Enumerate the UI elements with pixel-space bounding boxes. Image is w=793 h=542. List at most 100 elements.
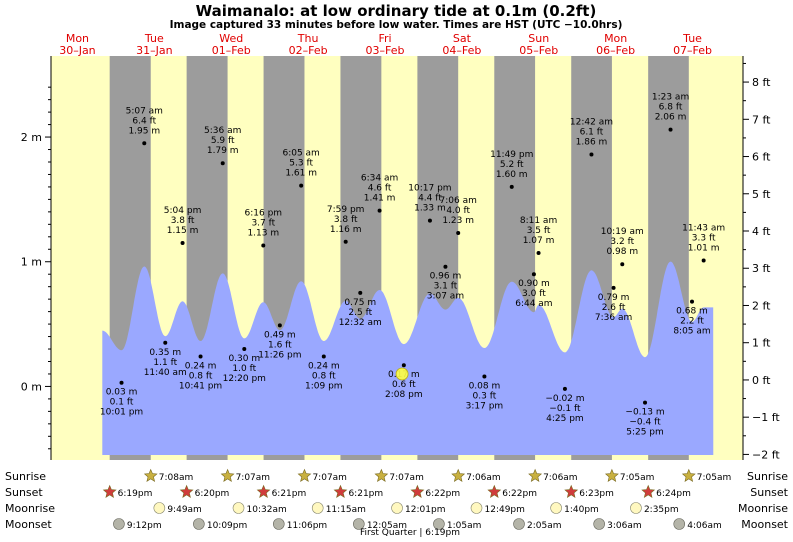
extreme-label: 2.6 ft <box>602 303 626 313</box>
extreme-label: 8:05 am <box>673 327 710 337</box>
extreme-label: 0.79 m <box>598 293 630 303</box>
sunrise-time: 7:05am <box>620 473 655 483</box>
moonset-time: 4:06am <box>687 521 722 531</box>
extreme-label: 3.5 ft <box>527 226 551 236</box>
extreme-label: 0.1 ft <box>110 398 134 408</box>
moonrise-icon <box>630 502 642 514</box>
extreme-point <box>482 374 487 379</box>
extreme-label: 10:01 pm <box>100 408 143 418</box>
extreme-label: 5.9 ft <box>211 136 235 146</box>
extreme-point <box>277 323 282 328</box>
moonset-icon <box>593 518 605 530</box>
extreme-label: 2.5 ft <box>348 308 372 318</box>
sunrise-icon <box>297 468 312 482</box>
extreme-point <box>620 262 625 267</box>
extreme-label: 0.3 ft <box>473 391 497 401</box>
extreme-label: 12:32 am <box>339 318 382 328</box>
moonrise-icon <box>550 502 562 514</box>
extreme-label: 7:36 am <box>595 313 632 323</box>
extreme-label: −0.4 ft <box>629 418 661 428</box>
chart-subtitle: Image captured 33 minutes before low wat… <box>170 19 623 31</box>
extreme-label: 3.7 ft <box>251 219 275 229</box>
current-time-marker <box>395 367 409 381</box>
extreme-label: 0.75 m <box>344 298 376 308</box>
extreme-label: 1.1 ft <box>153 358 177 368</box>
extreme-label: 1.0 ft <box>232 364 256 374</box>
extreme-point <box>427 218 432 223</box>
sunset-time: 6:22pm <box>425 489 460 499</box>
extreme-label: 4.6 ft <box>368 184 392 194</box>
sunset-time: 6:20pm <box>195 489 230 499</box>
sunset-icon <box>102 484 117 498</box>
extreme-point <box>690 299 695 304</box>
extreme-label: 11:40 am <box>144 368 187 378</box>
extreme-label: 0.68 m <box>676 307 708 317</box>
date-label: 31–Jan <box>136 44 172 57</box>
extreme-label: 1:23 am <box>652 93 689 103</box>
water-area <box>102 261 714 455</box>
extreme-label: 0.98 m <box>606 247 638 257</box>
extreme-label: 6.4 ft <box>132 116 156 126</box>
row-label-right: Sunrise <box>747 470 788 483</box>
extreme-label: 0.30 m <box>228 354 260 364</box>
sunrise-time: 7:05am <box>697 473 732 483</box>
day-of-week-label: Mon <box>66 32 89 45</box>
astronomy-rows: Sunrise Sunrise Sunset Sunset Moonrise Moonri… <box>5 468 789 538</box>
extreme-label: 7:59 pm <box>327 205 365 215</box>
day-of-week-label: Sun <box>528 32 549 45</box>
day-of-week-label: Tue <box>144 32 164 45</box>
extreme-point <box>343 239 348 244</box>
left-tick-label: 0 m <box>21 380 42 393</box>
extreme-point <box>299 183 304 188</box>
extreme-label: 3.8 ft <box>334 215 358 225</box>
row-label-right: Moonrise <box>738 502 788 515</box>
extreme-point <box>119 380 124 385</box>
sunrise-time: 7:07am <box>236 473 270 483</box>
extreme-label: 10:19 am <box>601 227 644 237</box>
extreme-label: 0.49 m <box>264 330 296 340</box>
right-tick-label: 7 ft <box>752 113 771 126</box>
extreme-point <box>358 290 363 295</box>
extreme-label: 3.0 ft <box>522 289 546 299</box>
extreme-label: 8:11 am <box>520 216 557 226</box>
date-label: 04–Feb <box>442 44 481 57</box>
extreme-point <box>401 363 406 368</box>
extreme-point <box>220 161 225 166</box>
extreme-label: 1.41 m <box>364 194 396 204</box>
sunset-icon <box>641 484 656 498</box>
moonset-icon <box>193 518 205 530</box>
extreme-label: 6:44 am <box>515 299 552 309</box>
chart-title: Waimanalo: at low ordinary tide at 0.1m … <box>196 2 597 20</box>
sunrise-icon <box>681 468 696 482</box>
extreme-point <box>142 141 147 146</box>
extreme-point <box>643 400 648 405</box>
sunrise-icon <box>604 468 619 482</box>
day-of-week-label: Fri <box>378 32 391 45</box>
day-of-week-label: Tue <box>682 32 702 45</box>
sunrise-icon <box>528 468 543 482</box>
sunrise-icon <box>374 468 389 482</box>
extreme-point <box>198 354 203 359</box>
extreme-label: 0.6 ft <box>392 380 416 390</box>
moonset-icon <box>513 518 525 530</box>
sunset-icon <box>410 484 425 498</box>
extreme-label: 5:36 am <box>204 126 241 136</box>
extreme-point <box>377 208 382 213</box>
extreme-label: 0.24 m <box>185 362 217 372</box>
extreme-label: 1.61 m <box>285 169 317 179</box>
extreme-label: 0.8 ft <box>189 372 213 382</box>
extreme-label: 0.90 m <box>518 279 550 289</box>
extreme-point <box>321 354 326 359</box>
extreme-label: 0.08 m <box>469 381 501 391</box>
row-label-left: Moonrise <box>5 502 55 515</box>
right-tick-label: −2 ft <box>752 448 780 461</box>
extreme-point <box>443 264 448 269</box>
sunset-time: 6:19pm <box>118 489 153 499</box>
row-label-right: Moonset <box>741 518 788 531</box>
extreme-label: 12:20 pm <box>223 374 266 384</box>
moonset-icon <box>673 518 686 530</box>
extreme-label: 3.1 ft <box>434 282 458 292</box>
sunset-icon <box>179 484 194 498</box>
extreme-label: 10:17 pm <box>408 184 451 194</box>
